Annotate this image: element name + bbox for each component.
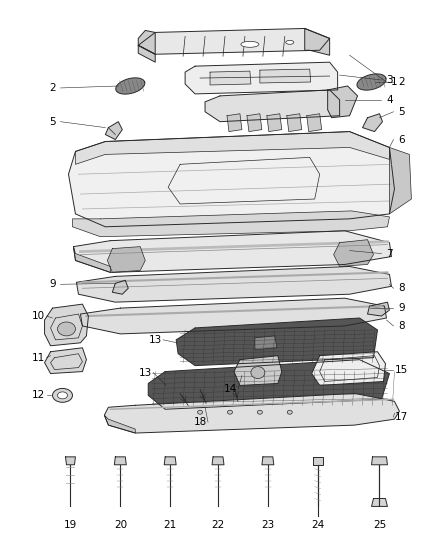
Ellipse shape (198, 410, 202, 414)
Polygon shape (164, 457, 176, 465)
Polygon shape (116, 78, 145, 94)
Polygon shape (74, 231, 392, 272)
Text: 1: 1 (391, 77, 398, 87)
Polygon shape (185, 62, 338, 94)
Polygon shape (247, 114, 262, 132)
Polygon shape (267, 114, 282, 132)
Polygon shape (307, 114, 321, 132)
Text: 17: 17 (395, 412, 408, 422)
Text: 21: 21 (163, 520, 177, 530)
Text: 12: 12 (32, 390, 45, 400)
Polygon shape (371, 457, 388, 465)
Polygon shape (45, 348, 86, 374)
Polygon shape (371, 498, 388, 506)
Polygon shape (104, 415, 135, 433)
Ellipse shape (251, 367, 265, 378)
Text: 9: 9 (49, 279, 56, 289)
Text: 9: 9 (398, 303, 405, 313)
Polygon shape (138, 28, 330, 54)
Polygon shape (328, 86, 357, 118)
Text: 23: 23 (261, 520, 275, 530)
Text: 18: 18 (194, 417, 207, 427)
Polygon shape (138, 30, 155, 54)
Text: 2: 2 (398, 77, 405, 87)
Polygon shape (75, 132, 389, 164)
Ellipse shape (241, 42, 259, 47)
Text: 20: 20 (114, 520, 127, 530)
Polygon shape (212, 457, 224, 465)
Text: 25: 25 (373, 520, 386, 530)
Polygon shape (104, 393, 399, 433)
Ellipse shape (286, 41, 294, 44)
Text: 8: 8 (398, 321, 405, 331)
Polygon shape (363, 114, 382, 132)
Text: 5: 5 (398, 107, 405, 117)
Polygon shape (74, 247, 110, 272)
Polygon shape (106, 122, 122, 140)
Text: 8: 8 (398, 283, 405, 293)
Polygon shape (334, 240, 374, 266)
Polygon shape (234, 356, 282, 385)
Polygon shape (313, 457, 323, 465)
Polygon shape (148, 360, 389, 409)
Text: 19: 19 (64, 520, 77, 530)
Polygon shape (357, 74, 386, 90)
Polygon shape (367, 302, 389, 316)
Ellipse shape (227, 410, 233, 414)
Text: 13: 13 (148, 335, 162, 345)
Text: 7: 7 (386, 248, 393, 259)
Polygon shape (305, 28, 330, 55)
Polygon shape (205, 90, 339, 122)
Text: 13: 13 (138, 368, 152, 377)
Text: 15: 15 (395, 365, 408, 375)
Polygon shape (260, 69, 311, 83)
Polygon shape (138, 45, 155, 62)
Polygon shape (68, 132, 395, 227)
Polygon shape (112, 280, 128, 294)
Text: 14: 14 (223, 384, 237, 394)
Text: 6: 6 (398, 134, 405, 144)
Text: 10: 10 (32, 311, 45, 321)
Polygon shape (255, 336, 277, 350)
Polygon shape (81, 298, 386, 334)
Polygon shape (107, 247, 145, 272)
Polygon shape (389, 148, 411, 214)
Text: 4: 4 (386, 95, 393, 105)
Polygon shape (45, 304, 88, 346)
Text: 3: 3 (386, 75, 393, 85)
Polygon shape (66, 457, 75, 465)
Polygon shape (72, 211, 389, 237)
Polygon shape (114, 457, 126, 465)
Text: 22: 22 (212, 520, 225, 530)
Ellipse shape (258, 410, 262, 414)
Polygon shape (262, 457, 274, 465)
Polygon shape (312, 352, 385, 385)
Text: 2: 2 (49, 83, 56, 93)
Polygon shape (210, 71, 251, 85)
Ellipse shape (57, 322, 75, 336)
Text: 24: 24 (311, 520, 324, 530)
Text: 5: 5 (49, 117, 56, 127)
Polygon shape (287, 114, 302, 132)
Polygon shape (227, 114, 242, 132)
Polygon shape (77, 266, 392, 302)
Text: 11: 11 (32, 353, 45, 362)
Ellipse shape (287, 410, 292, 414)
Ellipse shape (57, 392, 67, 399)
Polygon shape (176, 318, 378, 366)
Ellipse shape (53, 389, 72, 402)
